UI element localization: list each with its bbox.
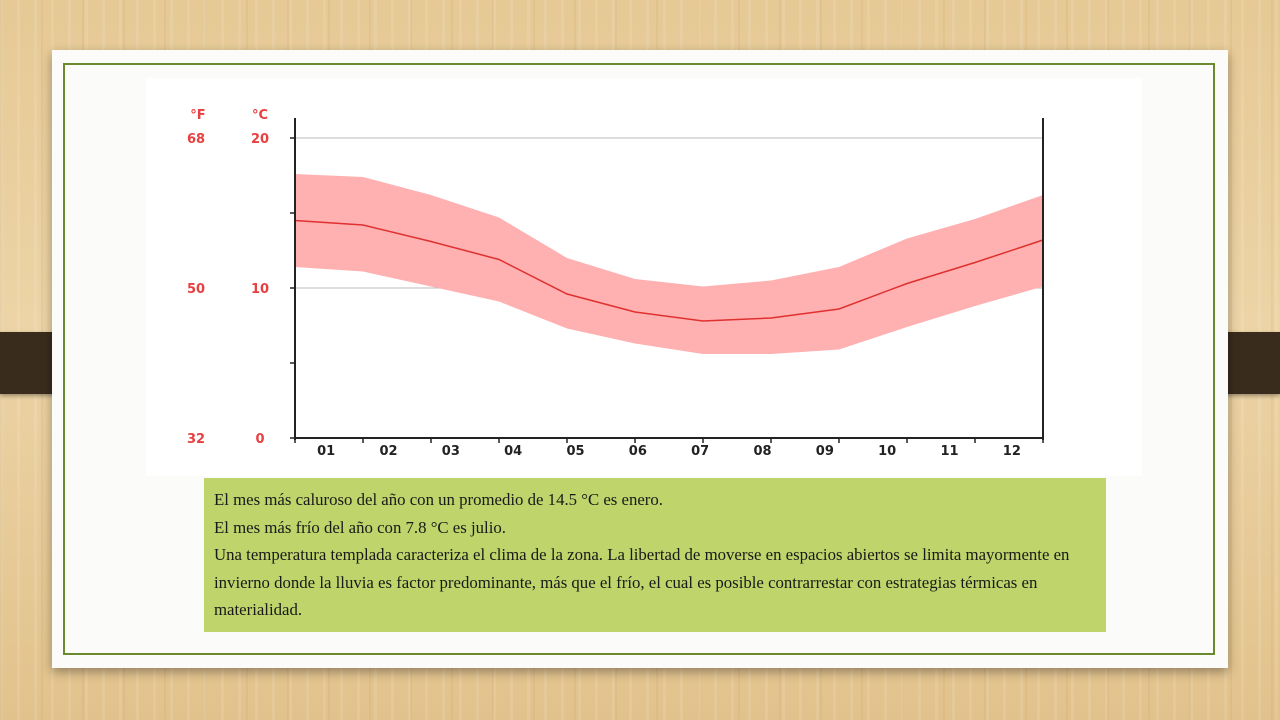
y-tick-label-f-32: 32 (187, 432, 205, 447)
y-tick-label-c-20: 20 (251, 132, 269, 147)
note-warmest-month: El mes más caluroso del año con un prome… (214, 490, 663, 509)
note-climate-description: Una temperatura templada caracteriza el … (214, 545, 1070, 619)
mean-temperature-line (294, 219, 1044, 322)
x-tick-label-04: 04 (504, 444, 522, 459)
y-tick-label-f-68: 68 (187, 132, 205, 147)
climate-notes: El mes más caluroso del año con un prome… (204, 478, 1106, 632)
x-tick-label-02: 02 (379, 444, 397, 459)
x-tick-label-01: 01 (317, 444, 335, 459)
x-tick-label-06: 06 (629, 444, 647, 459)
temperature-range-band (295, 174, 1043, 354)
temperature-chart: 01 02 03 04 05 06 07 08 09 10 11 12 °F °C 20 68 10 50 0 32 (146, 78, 1142, 476)
y-tick-label-f-50: 50 (187, 282, 205, 297)
x-tick-label-09: 09 (816, 444, 834, 459)
y-tick-label-c-0: 0 (255, 432, 264, 447)
slide-frame (63, 63, 1215, 655)
unit-label-celsius: °C (252, 108, 268, 123)
y-tick-label-c-10: 10 (251, 282, 269, 297)
x-tick-label-12: 12 (1003, 444, 1021, 459)
unit-label-fahrenheit: °F (190, 108, 205, 123)
x-tick-label-11: 11 (940, 444, 958, 459)
x-tick-label-08: 08 (753, 444, 771, 459)
note-coldest-month: El mes más frío del año con 7.8 °C es ju… (214, 517, 506, 537)
chart-svg: 01 02 03 04 05 06 07 08 09 10 11 12 °F °C 20 68 10 50 0 32 (187, 108, 1044, 459)
x-tick-label-05: 05 (566, 444, 584, 459)
x-tick-label-03: 03 (442, 444, 460, 459)
x-tick-label-07: 07 (691, 444, 709, 459)
x-tick-label-10: 10 (878, 444, 896, 459)
